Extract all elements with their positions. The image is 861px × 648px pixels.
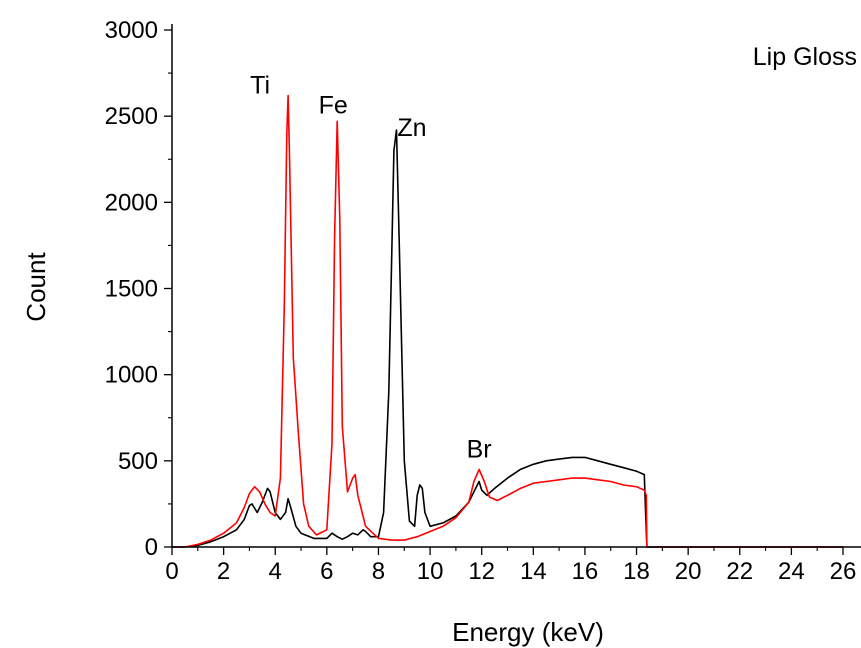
y-tick-label: 2000 (105, 189, 158, 216)
axes (171, 24, 861, 548)
ticks: 0 2 4 6 8 10 12 14 16 18 20 22 24 2605001000150020002… (105, 17, 857, 585)
x-tick-label: 20 (675, 558, 702, 585)
peak-label: Fe (319, 91, 348, 119)
y-tick-label: 1500 (105, 276, 158, 303)
chart-annotation: Lip Gloss (753, 43, 857, 71)
peak-labels: Ti Fe Zn Br (250, 71, 491, 463)
x-tick-label: 26 (830, 558, 857, 585)
x-tick-label: 6 (320, 558, 333, 585)
x-tick-label: 22 (726, 558, 753, 585)
x-tick-label: 18 (623, 558, 650, 585)
peak-label: Ti (250, 71, 270, 99)
x-tick-label: 16 (572, 558, 599, 585)
y-tick-label: 3000 (105, 17, 158, 44)
x-tick-label: 0 (165, 558, 178, 585)
x-tick-label: 24 (778, 558, 805, 585)
series-line-1 (172, 94, 843, 548)
y-tick-label: 500 (118, 448, 158, 475)
y-axis-label: Count (21, 252, 51, 322)
x-axis-label: Energy (keV) (452, 617, 604, 647)
y-tick-label: 2500 (105, 103, 158, 130)
y-tick-label: 0 (145, 534, 158, 561)
plot-series (172, 94, 843, 548)
x-tick-label: 8 (372, 558, 385, 585)
x-tick-label: 10 (417, 558, 444, 585)
peak-label: Zn (397, 114, 426, 142)
series-line-0 (172, 129, 843, 548)
x-tick-label: 4 (269, 558, 282, 585)
labels: Energy (keV) Count Lip Gloss (21, 43, 857, 647)
peak-label: Br (467, 435, 492, 463)
y-tick-label: 1000 (105, 362, 158, 389)
x-tick-label: 2 (217, 558, 230, 585)
x-tick-label: 12 (468, 558, 495, 585)
x-tick-label: 14 (520, 558, 547, 585)
